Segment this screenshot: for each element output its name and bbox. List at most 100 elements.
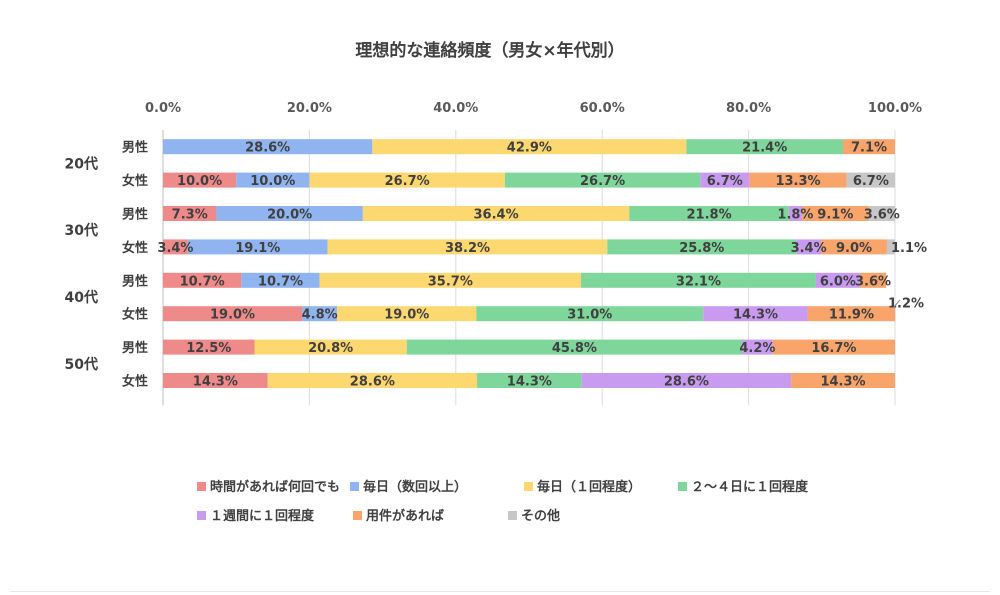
data-label: 20.8% — [308, 341, 353, 356]
bar-segment — [788, 206, 803, 221]
label-leader-line — [892, 299, 901, 309]
bar-segment — [581, 373, 792, 388]
bar-segment — [796, 239, 822, 255]
bar-segment — [700, 172, 750, 188]
bar-segment — [236, 172, 310, 188]
bar-segment — [309, 172, 505, 188]
data-label: 36.4% — [474, 208, 519, 223]
data-label: 10.7% — [180, 274, 225, 289]
bar-segment — [802, 206, 869, 221]
bar-segment — [504, 172, 701, 188]
x-tick-label: 60.0% — [580, 101, 625, 116]
bar-segment — [791, 373, 895, 388]
x-tick-label: 0.0% — [145, 101, 181, 116]
bar-segment — [686, 139, 844, 155]
bar-segment — [163, 373, 268, 388]
legend-label: 毎日（１回程度） — [537, 479, 641, 495]
data-label: 14.3% — [507, 375, 552, 390]
bar-segment — [846, 172, 895, 188]
data-labels: 28.6% 42.9% 21.4% 7.1% 10.0% 10.0% 26.7% 26.7% 6… — [157, 141, 927, 390]
bar-segment — [163, 339, 255, 355]
data-label: 21.8% — [687, 208, 732, 223]
legend-swatch — [524, 482, 533, 491]
category-label: 男性 — [122, 207, 148, 223]
bar-segment — [319, 272, 581, 288]
data-label: 3.4% — [791, 241, 827, 256]
bar-segment — [327, 239, 608, 255]
legend-item: 毎日（１回程度） — [524, 479, 641, 495]
bar-segment — [267, 373, 478, 388]
data-label: 19.0% — [384, 308, 429, 323]
bar-segment — [807, 306, 895, 322]
legend-item: １週間に１回程度 — [197, 508, 315, 524]
bar-segment — [607, 239, 797, 255]
data-label: 26.7% — [385, 174, 430, 189]
group-label: 40代 — [65, 289, 98, 306]
data-label: 10.0% — [250, 174, 295, 189]
category-label: 女性 — [122, 374, 148, 390]
group-label: 50代 — [65, 356, 98, 373]
bar-segment — [629, 206, 789, 221]
category-label: 男性 — [122, 340, 148, 356]
data-label: 32.1% — [676, 274, 721, 289]
bar-segment — [580, 272, 816, 288]
data-label: 45.8% — [552, 341, 597, 356]
legend-label: 用件があれば — [365, 508, 444, 524]
legend-label: 毎日（数回以上） — [363, 479, 467, 495]
data-label: 9.1% — [817, 208, 853, 223]
bar-segment — [163, 172, 237, 188]
data-label: 14.3% — [733, 308, 778, 323]
legend-label: 時間があれば何回でも — [210, 479, 340, 495]
x-tick-label: 100.0% — [868, 101, 922, 116]
divider — [10, 591, 990, 592]
bars — [163, 139, 896, 388]
legend-item: 時間があれば何回でも — [197, 479, 340, 495]
legend-item: ２～４日に１回程度 — [678, 479, 809, 495]
legend-label: その他 — [521, 508, 560, 524]
legend-swatch — [678, 482, 687, 491]
x-tick-label: 20.0% — [287, 101, 332, 116]
data-label: 28.6% — [245, 141, 290, 156]
bar-segment — [337, 306, 477, 322]
data-label: 35.7% — [428, 274, 473, 289]
category-label: 男性 — [122, 273, 148, 289]
data-label: 14.3% — [820, 375, 865, 390]
bar-segment — [216, 206, 363, 221]
group-label: 30代 — [65, 222, 98, 239]
x-tick-label: 80.0% — [726, 101, 771, 116]
data-label: 13.3% — [775, 174, 820, 189]
data-label: 3.6% — [855, 274, 891, 289]
data-label: 28.6% — [350, 375, 395, 390]
data-label: 1.1% — [891, 241, 927, 256]
bar-segment — [372, 139, 687, 155]
data-label: 16.7% — [811, 341, 856, 356]
bar-segment — [868, 206, 895, 221]
x-tick-label: 40.0% — [433, 101, 478, 116]
bar-segment — [477, 373, 582, 388]
bar-segment — [772, 339, 895, 355]
data-label: 12.5% — [186, 341, 231, 356]
data-label: 20.0% — [267, 208, 312, 223]
bar-segment — [187, 239, 328, 255]
chart-title: 理想的な連絡頻度（男女×年代別） — [355, 40, 624, 61]
legend-label: １週間に１回程度 — [210, 508, 315, 524]
bar-segment — [302, 306, 338, 322]
data-label: 6.7% — [707, 174, 743, 189]
legend-swatch — [508, 511, 517, 520]
legend-item: 用件があれば — [353, 508, 444, 524]
bar-segment — [886, 239, 895, 255]
category-label: 女性 — [122, 173, 148, 189]
bar-segment — [815, 272, 860, 288]
bar-segment — [163, 139, 373, 155]
bar-segment — [254, 339, 407, 355]
data-label: 3.4% — [157, 241, 193, 256]
data-label: 28.6% — [664, 375, 709, 390]
bar-segment — [895, 306, 896, 322]
data-label: 3.6% — [864, 208, 900, 223]
data-label: 26.7% — [580, 174, 625, 189]
category-label: 男性 — [122, 140, 148, 156]
data-label: 7.1% — [851, 141, 887, 156]
data-label: 19.0% — [210, 308, 255, 323]
